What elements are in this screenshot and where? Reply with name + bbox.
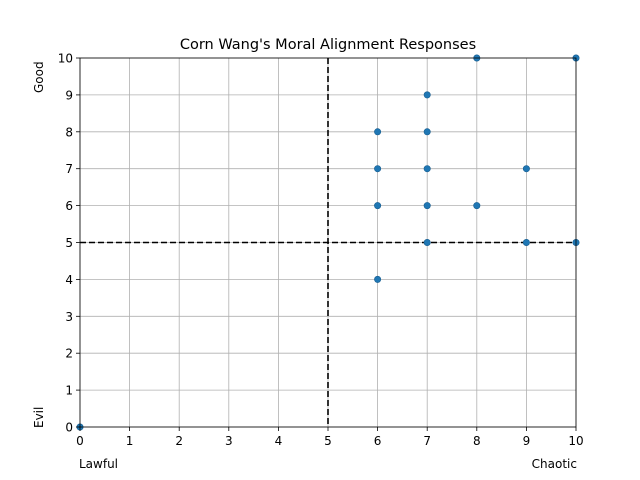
y-tick-label: 0 xyxy=(65,421,73,435)
data-point xyxy=(374,128,382,136)
data-point xyxy=(374,275,382,283)
data-point xyxy=(423,128,431,136)
data-point xyxy=(423,91,431,99)
x-tick-label: 1 xyxy=(126,434,134,448)
data-point xyxy=(522,239,530,247)
x-tick-label: 6 xyxy=(374,434,382,448)
data-point xyxy=(423,202,431,210)
data-point xyxy=(423,239,431,247)
y-tick-label: 2 xyxy=(65,347,73,361)
x-tick-label: 5 xyxy=(324,434,332,448)
y-tick-label: 3 xyxy=(65,310,73,324)
x-tick-label: 4 xyxy=(275,434,283,448)
y-tick-label: 8 xyxy=(65,125,73,139)
data-point xyxy=(522,165,530,173)
y-tick-label: 1 xyxy=(65,384,73,398)
data-point xyxy=(423,165,431,173)
data-point xyxy=(374,202,382,210)
y-tick-label: 4 xyxy=(65,273,73,287)
x-label-chaotic: Chaotic xyxy=(532,457,577,471)
data-point xyxy=(374,165,382,173)
x-tick-label: 3 xyxy=(225,434,233,448)
chart-title: Corn Wang's Moral Alignment Responses xyxy=(180,37,476,53)
y-tick-label: 9 xyxy=(65,88,73,102)
x-tick-label: 9 xyxy=(523,434,531,448)
reference-lines xyxy=(80,58,576,427)
y-tick-label: 5 xyxy=(65,236,73,250)
x-tick-label: 7 xyxy=(423,434,431,448)
axis-ticks: 0 1 2 3 4 5 6 7 8 9 10 0 1 2 3 4 5 6 7 8 9 10 xyxy=(58,52,584,449)
x-tick-label: 0 xyxy=(76,434,84,448)
x-tick-label: 8 xyxy=(473,434,481,448)
y-tick-label: 10 xyxy=(58,52,73,66)
y-tick-label: 7 xyxy=(65,162,73,176)
y-tick-label: 6 xyxy=(65,199,73,213)
y-label-evil: Evil xyxy=(32,407,46,428)
x-tick-label: 10 xyxy=(568,434,583,448)
data-point xyxy=(473,202,481,210)
x-tick-label: 2 xyxy=(175,434,183,448)
x-label-lawful: Lawful xyxy=(79,457,118,471)
y-label-good: Good xyxy=(32,61,46,93)
